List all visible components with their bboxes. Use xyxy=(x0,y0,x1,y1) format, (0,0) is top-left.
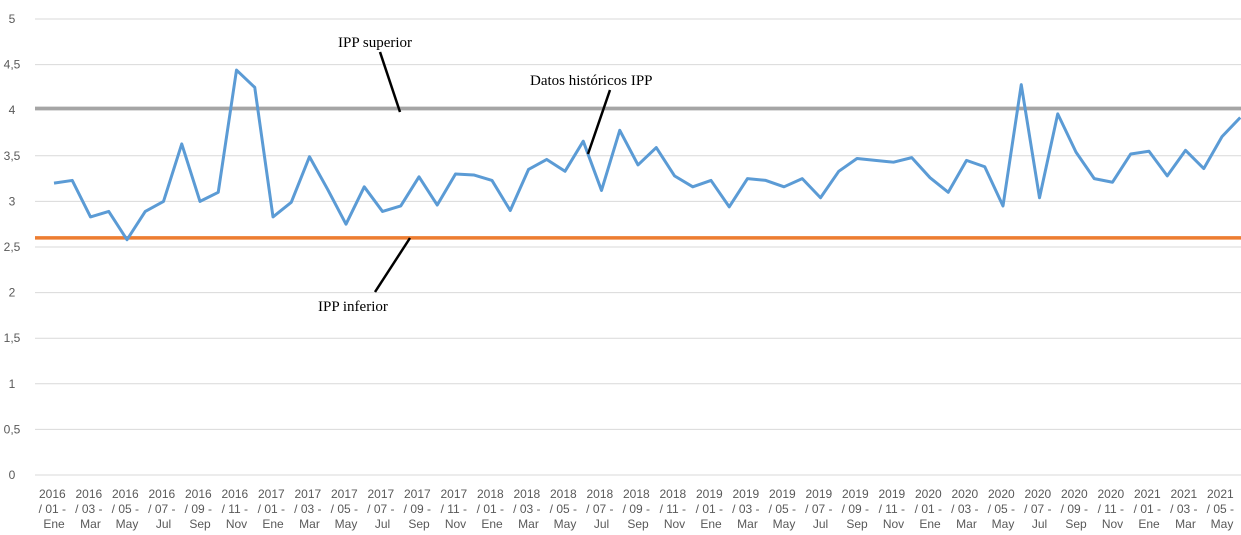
x-tick-label: 2020 / 01 - Ene xyxy=(915,487,946,531)
annotation: IPP superior xyxy=(338,35,412,51)
x-tick-label: 2021 / 05 - May xyxy=(1207,487,1238,531)
x-tick-label: 2018 / 07 - Jul xyxy=(586,487,617,531)
y-tick-label: 1,5 xyxy=(4,331,21,345)
x-tick-label: 2021 / 03 - Mar xyxy=(1170,487,1201,531)
data-line xyxy=(53,68,1241,242)
annotation-pointer xyxy=(378,51,402,113)
x-tick-label: 2017 / 11 - Nov xyxy=(440,487,470,531)
x-tick-label: 2019 / 03 - Mar xyxy=(732,487,763,531)
x-tick-label: 2019 / 01 - Ene xyxy=(696,487,727,531)
x-tick-label: 2019 / 09 - Sep xyxy=(842,487,873,531)
x-tick-label: 2020 / 07 - Jul xyxy=(1024,487,1055,531)
x-tick-label: 2016 / 03 - Mar xyxy=(75,487,106,531)
y-tick-label: 1 xyxy=(9,377,16,391)
x-tick-label: 2017 / 09 - Sep xyxy=(404,487,435,531)
x-tick-label: 2016 / 09 - Sep xyxy=(185,487,216,531)
x-tick-label: 2020 / 11 - Nov xyxy=(1097,487,1127,531)
x-tick-label: 2019 / 07 - Jul xyxy=(805,487,836,531)
x-tick-label: 2016 / 05 - May xyxy=(112,487,143,531)
x-tick-label: 2018 / 05 - May xyxy=(550,487,581,531)
y-tick-label: 0 xyxy=(9,468,16,482)
x-tick-label: 2018 / 01 - Ene xyxy=(477,487,508,531)
y-tick-label: 5 xyxy=(9,12,16,26)
y-tick-label: 0,5 xyxy=(4,422,21,436)
x-tick-label: 2020 / 03 - Mar xyxy=(951,487,982,531)
x-tick-label: 2018 / 03 - Mar xyxy=(513,487,544,531)
x-tick-label: 2018 / 09 - Sep xyxy=(623,487,654,531)
annotation: Datos históricos IPP xyxy=(530,73,653,89)
y-tick-label: 2 xyxy=(9,286,16,300)
annotation-pointer xyxy=(373,237,412,293)
annotation: IPP inferior xyxy=(318,299,388,315)
x-tick-label: 2020 / 09 - Sep xyxy=(1061,487,1092,531)
x-tick-label: 2018 / 11 - Nov xyxy=(659,487,689,531)
y-tick-label: 3,5 xyxy=(4,149,21,163)
x-tick-label: 2019 / 05 - May xyxy=(769,487,800,531)
x-tick-label: 2020 / 05 - May xyxy=(988,487,1019,531)
y-tick-label: 4 xyxy=(9,103,16,117)
x-tick-label: 2017 / 05 - May xyxy=(331,487,362,531)
x-tick-label: 2017 / 03 - Mar xyxy=(294,487,325,531)
x-tick-label: 2019 / 11 - Nov xyxy=(878,487,908,531)
y-tick-label: 3 xyxy=(9,194,16,208)
x-tick-label: 2016 / 01 - Ene xyxy=(39,487,70,531)
x-tick-label: 2016 / 11 - Nov xyxy=(221,487,251,531)
x-tick-label: 2017 / 07 - Jul xyxy=(367,487,398,531)
annotation-pointer xyxy=(586,89,612,155)
y-tick-label: 4,5 xyxy=(4,58,21,72)
x-tick-label: 2021 / 01 - Ene xyxy=(1134,487,1165,531)
x-tick-label: 2016 / 07 - Jul xyxy=(148,487,179,531)
x-tick-label: 2017 / 01 - Ene xyxy=(258,487,289,531)
y-tick-label: 2,5 xyxy=(4,240,21,254)
